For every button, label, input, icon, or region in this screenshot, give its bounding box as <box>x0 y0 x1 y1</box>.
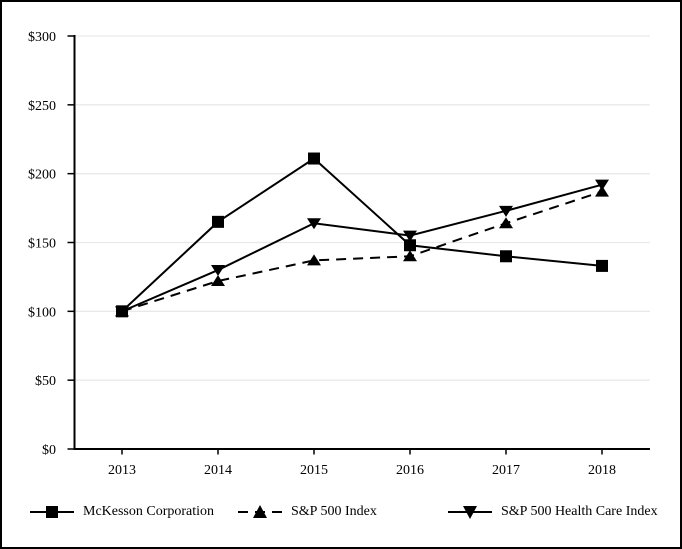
y-tick-label: $200 <box>28 168 56 183</box>
y-tick-label: $300 <box>28 30 56 45</box>
marker-triangle-down <box>211 265 225 277</box>
chart-legend: McKesson Corporation S&P 500 Index S&P 5… <box>2 500 680 526</box>
marker-square <box>308 152 320 165</box>
legend-label: McKesson Corporation <box>83 504 215 519</box>
x-tick-label: 2015 <box>300 463 328 478</box>
marker-triangle-up <box>211 275 225 287</box>
legend-label: S&P 500 Health Care Index <box>501 504 658 519</box>
legend-marker-triangle-up-icon <box>238 505 282 518</box>
x-tick-label: 2016 <box>396 463 424 478</box>
marker-triangle-down <box>595 179 609 191</box>
legend-item-mckesson: McKesson Corporation <box>29 500 214 524</box>
y-tick-label: $150 <box>28 237 56 252</box>
y-tick-label: $250 <box>28 99 56 114</box>
series-line-mckesson-corporation <box>121 157 603 313</box>
marker-triangle-down <box>499 205 513 217</box>
marker-square <box>500 250 512 263</box>
marker-triangle-up <box>403 250 417 262</box>
marker-square <box>596 259 608 272</box>
marker-triangle-up <box>595 185 609 197</box>
marker-triangle-down <box>403 230 417 242</box>
y-tick-label: $100 <box>28 305 56 320</box>
series-line-s-p-500-health-care-index <box>121 183 603 313</box>
legend-marker-triangle-down-icon <box>448 506 492 519</box>
series-line-s-p-500-index <box>121 190 603 313</box>
marker-square <box>116 305 128 318</box>
legend-marker-square-icon <box>30 506 74 518</box>
legend-label: S&P 500 Index <box>291 504 377 519</box>
marker-square <box>404 239 416 252</box>
y-tick-label: $50 <box>35 374 56 389</box>
x-tick-label: 2013 <box>108 463 136 478</box>
marker-square <box>212 215 224 228</box>
legend-item-sp500: S&P 500 Index <box>237 500 377 524</box>
x-tick-label: 2017 <box>492 463 520 478</box>
marker-triangle-up <box>499 217 513 229</box>
x-tick-label: 2018 <box>588 463 616 478</box>
y-tick-label: $0 <box>42 443 56 458</box>
x-tick-label: 2014 <box>204 463 232 478</box>
marker-triangle-up <box>307 254 321 266</box>
marker-triangle-down <box>307 218 321 230</box>
legend-item-sp500-healthcare: S&P 500 Health Care Index <box>447 500 658 524</box>
